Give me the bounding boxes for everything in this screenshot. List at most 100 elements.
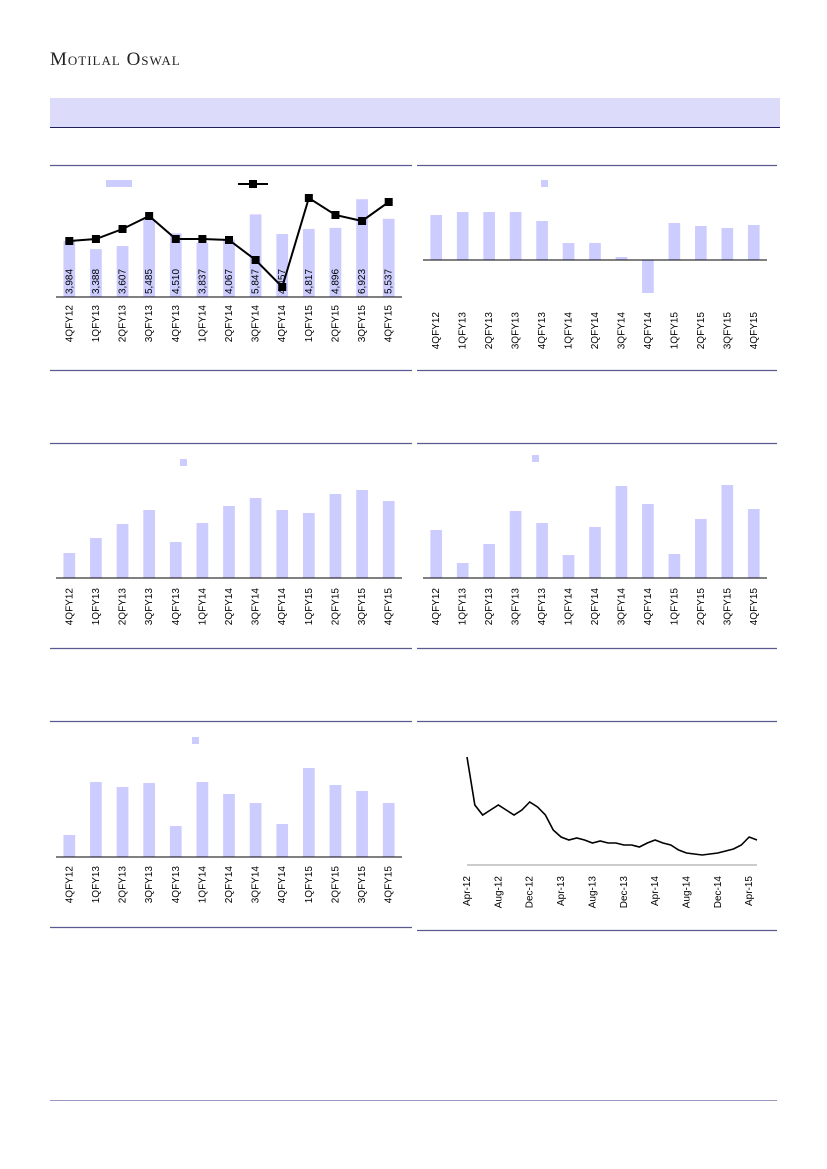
x-tick-label: 3QFY15 — [722, 588, 733, 626]
bar — [589, 527, 601, 578]
x-tick-label: Dec-13 — [619, 876, 630, 909]
x-tick-label: 1QFY14 — [197, 866, 208, 904]
bar — [536, 221, 548, 260]
bar — [509, 212, 522, 260]
x-tick-label: 3QFY14 — [616, 588, 627, 626]
bar — [483, 212, 495, 260]
line-marker — [304, 194, 313, 202]
x-tick-label: 3QFY14 — [251, 588, 262, 626]
x-tick-label: 2QFY13 — [118, 866, 129, 904]
bar — [562, 555, 575, 578]
bar — [223, 794, 235, 857]
x-tick-label: 2QFY14 — [224, 866, 235, 904]
bar — [695, 519, 707, 578]
x-tick-label: 4QFY15 — [384, 588, 395, 626]
x-tick-label: 4QFY13 — [171, 305, 182, 343]
bar — [63, 553, 76, 578]
x-tick-label: 2QFY13 — [484, 588, 495, 626]
bar — [223, 239, 235, 297]
x-tick-label: 3QFY13 — [144, 305, 155, 343]
x-tick-label: 4QFY13 — [171, 866, 182, 904]
x-tick-label: 4QFY15 — [384, 305, 395, 343]
bar — [430, 530, 443, 578]
x-tick-label: 1QFY14 — [197, 305, 208, 343]
x-tick-label: Apr-12 — [462, 876, 473, 906]
bar — [356, 199, 368, 297]
line-marker — [331, 211, 340, 219]
bar — [456, 563, 469, 578]
x-tick-label: 4QFY13 — [537, 312, 548, 350]
x-tick-label: 3QFY13 — [144, 866, 155, 904]
bar — [116, 787, 129, 857]
bar — [116, 246, 129, 297]
x-tick-label: 4QFY14 — [643, 588, 654, 626]
bar — [302, 513, 315, 578]
bar — [63, 240, 76, 297]
line-marker — [65, 237, 74, 245]
bar — [456, 212, 469, 260]
x-tick-label: 1QFY15 — [669, 588, 680, 626]
data-label: 3,837 — [197, 269, 208, 294]
x-tick-label: 2QFY15 — [330, 866, 341, 904]
x-tick-label: 2QFY13 — [118, 588, 129, 626]
x-tick-label: 1QFY13 — [91, 866, 102, 904]
bar — [382, 218, 395, 297]
bar — [356, 490, 368, 578]
data-label: 3,607 — [118, 269, 129, 294]
x-tick-label: 1QFY14 — [564, 312, 575, 350]
bar — [430, 215, 443, 260]
x-tick-label: 4QFY12 — [64, 588, 75, 626]
bar — [169, 542, 182, 578]
x-tick-label: 2QFY13 — [484, 312, 495, 350]
x-tick-label: 1QFY13 — [458, 312, 469, 350]
x-tick-label: 1QFY15 — [304, 588, 315, 626]
data-label: 3,388 — [91, 269, 102, 294]
x-tick-label: 1QFY15 — [669, 312, 680, 350]
x-tick-label: 3QFY15 — [722, 312, 733, 350]
line-marker — [145, 212, 154, 220]
bar — [668, 223, 681, 260]
bar — [509, 511, 522, 578]
bar — [668, 554, 681, 578]
bar — [615, 257, 628, 260]
bar — [721, 485, 734, 578]
bar — [116, 524, 129, 578]
bar — [196, 242, 209, 297]
x-tick-label: 3QFY15 — [357, 588, 368, 626]
bar — [329, 227, 342, 297]
bar — [249, 803, 262, 857]
x-tick-label: 4QFY12 — [431, 312, 442, 350]
x-tick-label: 2QFY14 — [224, 588, 235, 626]
data-label: 3,984 — [64, 269, 75, 294]
x-tick-label: 3QFY13 — [511, 588, 522, 626]
line-marker — [358, 217, 367, 225]
line — [466, 756, 758, 856]
bar — [329, 494, 342, 578]
x-tick-label: 3QFY13 — [511, 312, 522, 350]
x-tick-label: Aug-12 — [493, 876, 504, 909]
x-tick-label: 4QFY12 — [64, 305, 75, 343]
legend-swatch — [532, 455, 539, 462]
legend-swatch — [249, 180, 257, 188]
legend-swatch — [106, 180, 132, 187]
bar — [356, 791, 368, 857]
bar — [642, 260, 654, 293]
bar — [143, 219, 156, 297]
x-tick-label: 4QFY14 — [277, 588, 288, 626]
legend-swatch — [180, 459, 187, 466]
bar — [562, 243, 575, 260]
bar — [302, 768, 315, 857]
bar — [143, 783, 156, 857]
x-tick-label: 1QFY13 — [91, 305, 102, 343]
bar — [382, 501, 395, 578]
bar — [276, 234, 289, 297]
line-marker — [198, 235, 207, 243]
x-tick-label: 2QFY15 — [330, 588, 341, 626]
line-marker — [171, 235, 180, 243]
bar — [249, 214, 262, 297]
data-label: 4,510 — [171, 269, 182, 294]
x-tick-label: 4QFY12 — [431, 588, 442, 626]
x-tick-label: 4QFY15 — [749, 588, 760, 626]
data-label: 4,457 — [277, 269, 288, 294]
